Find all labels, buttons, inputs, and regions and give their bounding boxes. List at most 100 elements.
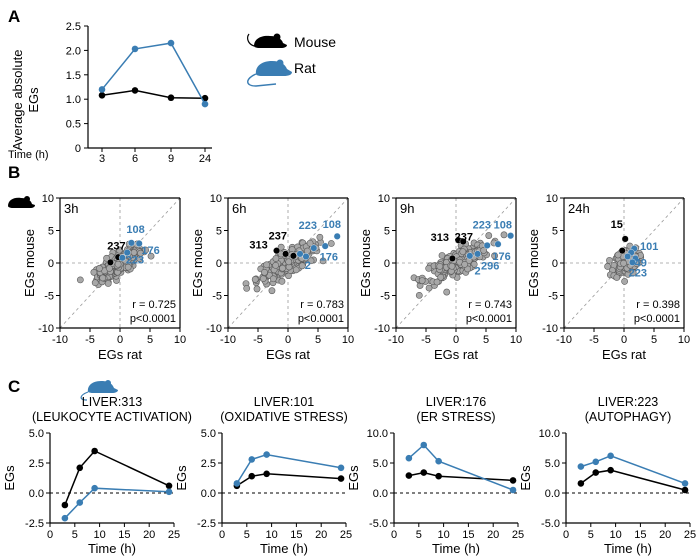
panel-b-ytick-label: -5 (212, 291, 222, 303)
panel-c-point-rat (61, 514, 69, 522)
panel-c-ytick-label: -2.5 (25, 518, 44, 530)
panel-b-gene-label: 313 (431, 232, 449, 244)
panel-c-ytick-label: 2.5 (29, 458, 44, 470)
legend-mouse-label: Mouse (294, 34, 336, 50)
panel-c-title-line1: LIVER:101 (254, 395, 315, 409)
panel-b-ytick-label: 10 (42, 193, 54, 205)
panel-a-ylabel-line1: Average absolute (10, 50, 25, 151)
panel-c-xtick-label: 0 (219, 529, 225, 541)
panel-b-xtick-label: 10 (174, 334, 186, 346)
panel-c-line-rat (408, 443, 514, 491)
panel-a-ylabel-line2: EGs (26, 87, 41, 113)
panel-b-xtick-label: -10 (556, 334, 572, 346)
panel-b-ytick-label: -10 (38, 323, 54, 335)
panel-c-xtick-label: 0 (563, 529, 569, 541)
panel-b-point (292, 266, 300, 274)
panel-c-ytick-label: 0.0 (545, 488, 560, 500)
panel-c-point-mouse (577, 480, 585, 487)
panel-c-point-rat (420, 441, 428, 449)
panel-c-line-mouse (64, 450, 170, 506)
panel-letter-b: B (8, 163, 20, 182)
panel-b-time-label: 6h (232, 201, 246, 216)
panel-c-subplot-3: LIVER:176(ER STRESS) -5.0 0.0 5.0 10.0 0 5 10 15… (346, 395, 524, 556)
panel-c-title-line2: (AUTOPHAGY) (585, 410, 672, 424)
panel-b-xtick-label: 0 (117, 334, 123, 346)
panel-a-point-mouse (167, 94, 175, 102)
panel-b-xtick-label: 10 (510, 334, 522, 346)
panel-b-ytick-label: 5 (48, 226, 54, 238)
panel-b-xlabel: EGs rat (266, 347, 310, 362)
panel-b-p-value: p<0.0001 (466, 313, 512, 325)
panel-c-point-mouse (263, 470, 270, 478)
panel-b-highlight-point (135, 239, 143, 247)
panel-b-xtick-label: -10 (220, 334, 236, 346)
panel-b-gene-label: 296 (481, 261, 499, 273)
panel-b-ytick-label: 5 (552, 226, 558, 238)
panel-b-point (104, 280, 112, 287)
panel-b-ytick-label: -10 (374, 323, 390, 335)
panel-a-xtick-label: 3 (99, 153, 105, 165)
panel-c-ylabel: EGs (518, 465, 533, 491)
panel-b-xtick-label: 10 (342, 334, 354, 346)
panel-c-point-rat (509, 486, 517, 494)
panel-b-gene-label: 2 (305, 260, 311, 272)
panel-b-point (306, 239, 314, 247)
panel-b-highlight-point (118, 254, 126, 262)
panel-c-point-rat (405, 454, 413, 462)
panel-a-xlabel: Time (h) (8, 149, 49, 161)
mouse-icon (247, 33, 287, 48)
panel-b-point (130, 249, 138, 256)
panel-c-xtick-label: 15 (118, 529, 130, 541)
panel-c-line-mouse (408, 471, 514, 482)
panel-b-highlight-point (273, 247, 281, 255)
panel-b-ytick-label: 10 (378, 193, 390, 205)
panel-c-ytick-label: -5.0 (541, 518, 560, 530)
panel-b-point (613, 274, 621, 281)
panel-b-point (327, 240, 335, 247)
panel-a-ytick-label: 0 (75, 143, 81, 155)
panel-c-xtick-label: 10 (609, 529, 621, 541)
panel-b-highlight-point (282, 250, 290, 258)
panel-b-point (147, 252, 155, 260)
panel-a-ytick-label: 1.5 (66, 70, 81, 82)
panel-b-point (278, 277, 286, 285)
panel-b-point (268, 287, 276, 295)
panel-c-point-mouse (592, 469, 600, 476)
panel-b-time-label: 24h (568, 201, 590, 216)
panel-c-point-rat (592, 458, 600, 466)
panel-c-ytick-label: 2.5 (201, 458, 216, 470)
panel-b-ytick-label: 0 (552, 258, 558, 270)
panel-c-xtick-label: 5 (416, 529, 422, 541)
panel-c-point-rat (577, 463, 585, 470)
panel-c-point-mouse (607, 466, 614, 474)
panel-b-xtick-label: -10 (388, 334, 404, 346)
panel-b-point (459, 248, 467, 256)
panel-b-highlight-point (448, 254, 456, 262)
panel-c-title-line1: LIVER:313 (82, 395, 143, 409)
panel-c-line-mouse (580, 469, 686, 491)
panel-b-highlight-point (296, 250, 304, 258)
panel-b-gene-label: 237 (269, 231, 287, 243)
panel-b-point (96, 264, 103, 272)
rat-icon (247, 59, 292, 87)
panel-b-point (91, 279, 99, 287)
panel-b-highlight-point (628, 258, 636, 266)
panel-c-point-rat (248, 456, 256, 463)
panel-c-xtick-label: 10 (93, 529, 105, 541)
panel-b-point (500, 231, 508, 239)
panel-b-point (272, 261, 280, 269)
panel-b-r-value: r = 0.398 (636, 299, 680, 311)
panel-b-xtick-label: -5 (253, 334, 263, 346)
panel-a-point-mouse (131, 87, 139, 94)
panel-b-xtick-label: 0 (453, 334, 459, 346)
panel-b-point (115, 246, 123, 254)
panel-c-line-rat (580, 454, 686, 485)
panel-c-point-rat (91, 484, 98, 492)
panel-a-ytick-label: 1.0 (66, 94, 81, 106)
panel-c-xlabel: Time (h) (260, 541, 308, 556)
panel-b-ytick-label: 10 (210, 193, 222, 205)
panel-c-xtick-label: 20 (487, 529, 499, 541)
